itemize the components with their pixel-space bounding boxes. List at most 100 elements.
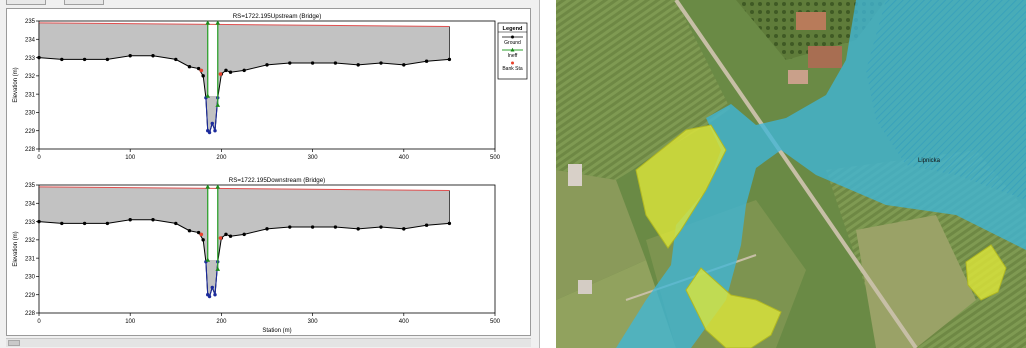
crop-field [556,170,646,300]
ground-point [333,61,338,65]
x-tick-label: 100 [125,319,136,325]
bank-station-point [199,68,204,73]
y-tick-label: 233 [25,56,36,62]
ground-point [128,54,132,58]
ground-point [265,227,269,231]
y-tick-label: 234 [25,201,36,207]
ground-point [174,221,178,226]
hazard-zone [635,124,727,249]
chart-title: RS=1722.195Upstream (Bridge) [233,13,322,20]
y-tick-label: 231 [25,256,36,262]
channel-line [205,97,219,134]
ground-point [207,130,212,135]
legend-label: Bank Sta [502,66,523,72]
y-tick-label: 233 [25,220,36,226]
chart-title: RS=1722.195Downstream (Bridge) [229,177,325,184]
ground-point [356,63,360,67]
ground-point [210,285,214,290]
ineffective-marker [215,266,221,271]
ineffective-marker [215,20,221,25]
ground-point [288,225,292,229]
ground-point [105,221,110,226]
bridge-opening [207,22,218,96]
y-tick-label: 232 [25,74,36,80]
ground-point [424,223,429,227]
y-tick-label: 235 [25,19,36,25]
ineffective-marker [205,93,211,98]
ground-point [242,232,246,237]
x-tick-label: 300 [308,319,319,325]
x-tick-label: 400 [399,319,410,325]
building [568,164,582,186]
ground-point [424,59,429,63]
ground-point [242,68,246,73]
ground-point [207,294,212,299]
tab-stub[interactable] [64,0,104,5]
ground-point [196,230,201,235]
ground-point [213,293,217,297]
x-tick-label: 200 [216,319,227,325]
y-axis-label: Elevation (m) [13,231,19,266]
ground-point [379,225,383,229]
ground-point [82,57,87,62]
cross-section-chart: RS=1722.195Upstream (Bridge) 228 229 230 231… [13,13,528,334]
road [674,0,918,348]
plot-frame [38,20,496,150]
legend-label: Ineff [508,53,518,59]
flood-map-panel: Lipnicka [556,0,1026,348]
y-tick-label: 229 [25,293,36,299]
flow-area-fill [39,186,450,297]
y-tick-label: 230 [25,111,36,117]
ground-point [213,129,217,133]
legend-label: Ground [504,40,521,46]
ineffective-marker [205,257,211,262]
ground-point [187,229,192,233]
x-tick-label: 500 [490,155,501,161]
ground-point [210,121,214,126]
building [808,46,842,68]
ground-point [187,65,192,69]
ground-point [356,227,360,231]
crop-field [856,215,976,348]
ground-point [201,238,205,242]
ground-point [224,232,228,237]
building [578,280,592,294]
y-tick-label: 228 [25,311,36,317]
flood-map: Lipnicka [556,0,1026,348]
ground-point [151,218,155,222]
ground-point [265,63,269,67]
tab-stub[interactable] [6,0,46,5]
bank-station-point [199,232,204,237]
legend-title: Legend [503,26,523,32]
ground-point [196,66,201,71]
horizontal-scrollbar[interactable] [6,338,531,347]
ineffective-marker [205,184,211,189]
x-tick-label: 300 [308,155,319,161]
ground-point [37,55,41,60]
hazard-zone [965,244,1007,301]
x-tick-label: 0 [37,319,41,325]
ground-point [60,221,64,226]
ground-point [402,63,406,67]
ground-point [288,61,292,65]
cross-section-window: RS=1722.195Upstream (Bridge) 228 229 230 231… [0,0,540,348]
legend-ground-marker [511,35,514,39]
ground-point [228,234,233,238]
ground-point [128,218,132,222]
y-tick-label: 231 [25,92,36,98]
y-tick-label: 230 [25,275,36,281]
y-tick-label: 228 [25,147,36,153]
bank-station-point [218,72,223,76]
ground-point [224,68,228,73]
scrollbar-thumb[interactable] [8,340,20,346]
channel-line [205,261,219,298]
ground-point [228,70,233,74]
x-axis-label: Station (m) [262,328,291,334]
ineffective-marker [215,184,221,189]
flow-area-fill [39,22,450,133]
bank-station-point [218,236,223,240]
ground-point [402,227,406,231]
x-tick-label: 200 [216,155,227,161]
y-axis-label: Elevation (m) [13,67,19,102]
y-tick-label: 229 [25,129,36,135]
